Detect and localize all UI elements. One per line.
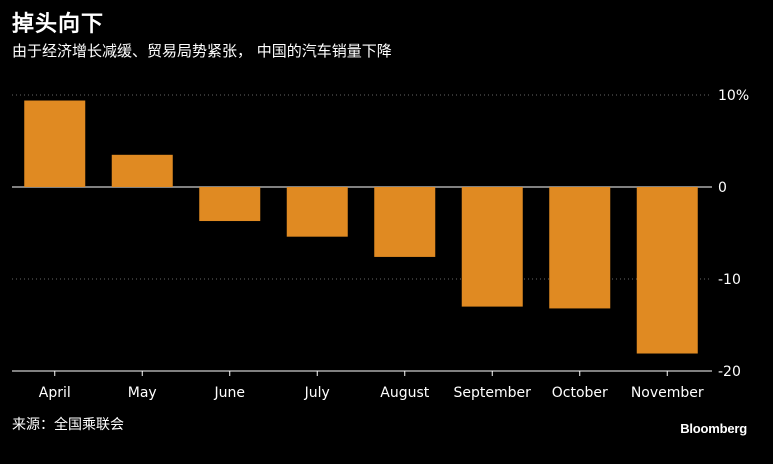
- bar: [199, 187, 261, 222]
- y-tick-label: 0: [718, 180, 727, 196]
- bar: [111, 154, 173, 187]
- bloomberg-logo: Bloomberg: [680, 421, 747, 436]
- bar: [636, 187, 698, 354]
- labels: 10% 0 -10 -20 April May June July August Septembe…: [39, 88, 749, 401]
- bar: [461, 187, 523, 307]
- chart-subtitle: 由于经济增长减缓、贸易局势紧张， 中国的汽车销量下降: [12, 42, 392, 60]
- axes: [12, 370, 712, 376]
- bars: [24, 100, 698, 354]
- bar: [374, 187, 436, 257]
- x-tick-label: June: [214, 385, 246, 401]
- chart-title: 掉头向下: [12, 12, 105, 37]
- y-tick-label: 10%: [718, 88, 749, 104]
- source-note: 来源：全国乘联会: [12, 417, 124, 433]
- bar: [549, 187, 611, 309]
- x-tick-label: May: [128, 385, 157, 401]
- bar: [24, 100, 86, 187]
- y-tick-label: -10: [718, 272, 741, 288]
- x-tick-label: September: [454, 385, 532, 401]
- bar: [286, 187, 348, 237]
- y-tick-label: -20: [718, 364, 741, 380]
- x-tick-label: November: [631, 385, 704, 401]
- x-tick-label: October: [552, 385, 608, 401]
- x-tick-label: April: [39, 385, 71, 401]
- x-tick-label: August: [380, 385, 430, 401]
- x-tick-label: July: [304, 385, 330, 401]
